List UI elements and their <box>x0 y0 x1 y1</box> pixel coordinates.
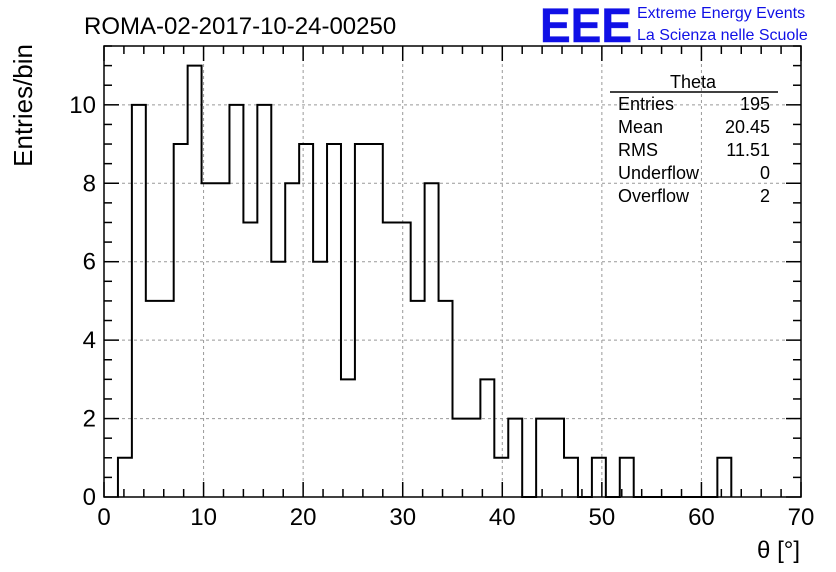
stats-rms-label: RMS <box>618 140 658 160</box>
eee-logo-line2: La Scienza nelle Scuole <box>637 27 808 44</box>
histogram-bin <box>369 144 383 497</box>
histogram-bin <box>480 379 494 497</box>
histogram-bin <box>243 222 257 497</box>
histogram-bin <box>439 301 453 497</box>
histogram-bin <box>271 262 285 497</box>
histogram-bin <box>494 458 508 497</box>
histogram-bin <box>160 301 174 497</box>
stats-entries-value: 195 <box>740 94 770 114</box>
stats-entries-label: Entries <box>618 94 674 114</box>
x-tick-label: 30 <box>389 504 416 531</box>
x-tick-label: 60 <box>688 504 715 531</box>
y-tick-label: 8 <box>83 170 96 197</box>
x-axis-label: θ [°] <box>757 537 800 564</box>
histogram-bin <box>411 301 425 497</box>
histogram-bin <box>327 144 341 497</box>
histogram-bin <box>341 379 355 497</box>
histogram-bin <box>132 105 146 497</box>
stats-overflow-value: 2 <box>760 186 770 206</box>
eee-logo-line1: Extreme Energy Events <box>637 5 805 22</box>
y-axis-label: Entries/bin <box>8 44 38 167</box>
histogram-bin <box>188 66 202 497</box>
histogram-bin <box>299 144 313 497</box>
stats-mean-value: 20.45 <box>725 117 770 137</box>
histogram-bin <box>425 183 439 497</box>
x-tick-label: 0 <box>97 504 110 531</box>
x-tick-label: 10 <box>190 504 217 531</box>
y-tick-label: 0 <box>83 484 96 511</box>
stats-underflow-value: 0 <box>760 163 770 183</box>
histogram-bin <box>564 458 578 497</box>
x-tick-labels: 0 10 20 30 40 50 60 70 <box>97 504 814 531</box>
y-tick-label: 6 <box>83 249 96 276</box>
eee-logo: EEE Extreme Energy Events La Scienza nel… <box>540 0 808 53</box>
histogram-bin <box>285 183 299 497</box>
histogram-bin <box>257 105 271 497</box>
y-tick-label: 4 <box>83 327 96 354</box>
stats-mean-label: Mean <box>618 117 663 137</box>
histogram-bin <box>592 458 606 497</box>
histogram-bin <box>717 458 731 497</box>
y-tick-labels: 0 2 4 6 8 10 <box>69 92 96 511</box>
histogram-bin <box>397 222 411 497</box>
histogram-bin <box>355 144 369 497</box>
stats-underflow-label: Underflow <box>618 163 700 183</box>
axis-ticks <box>103 45 802 498</box>
x-tick-label: 50 <box>589 504 616 531</box>
stats-box: Theta Entries 195 Mean 20.45 RMS 11.51 U… <box>610 72 778 206</box>
x-tick-label: 70 <box>788 504 815 531</box>
stats-rms-value: 11.51 <box>726 140 770 160</box>
eee-logo-text: EEE <box>540 0 632 53</box>
histogram-bin <box>453 419 467 497</box>
stats-box-title: Theta <box>670 72 717 92</box>
histogram-bin <box>313 262 327 497</box>
y-tick-label: 2 <box>83 406 96 433</box>
x-tick-label: 40 <box>489 504 516 531</box>
histogram-bin <box>118 458 132 497</box>
x-tick-label: 20 <box>290 504 317 531</box>
histogram-bin <box>174 144 188 497</box>
histogram-bin <box>229 105 243 497</box>
y-tick-label: 10 <box>69 92 96 119</box>
histogram-bin <box>536 419 550 497</box>
histogram-bin <box>216 183 230 497</box>
histogram-bin <box>508 419 522 497</box>
chart-run-title: ROMA-02-2017-10-24-00250 <box>84 13 396 40</box>
histogram-bin <box>202 183 216 497</box>
histogram-bin <box>146 301 160 497</box>
histogram-bin <box>466 419 480 497</box>
histogram-bin <box>383 222 397 497</box>
stats-overflow-label: Overflow <box>618 186 690 206</box>
plot-frame <box>103 45 802 498</box>
histogram-bin <box>550 419 564 497</box>
